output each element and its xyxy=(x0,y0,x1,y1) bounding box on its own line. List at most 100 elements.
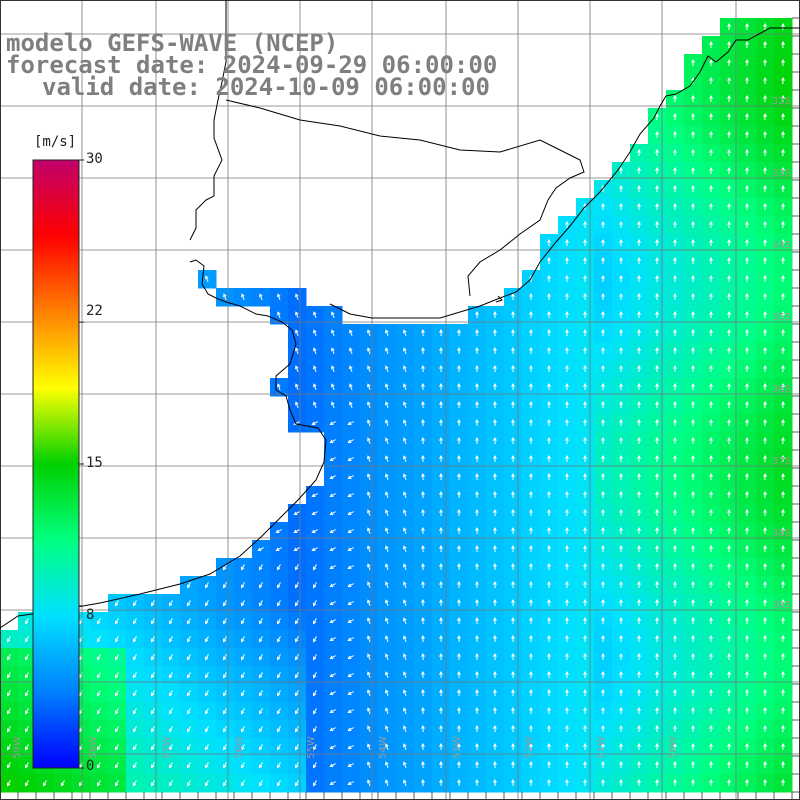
colorbar-tick-22: 22 xyxy=(86,303,103,319)
wind-arrow xyxy=(673,472,677,481)
wind-arrow xyxy=(709,292,713,301)
wind-arrow xyxy=(547,400,551,409)
wind-arrow xyxy=(403,617,407,624)
wind-arrow xyxy=(313,365,317,372)
wind-arrow xyxy=(637,454,641,463)
wind-arrow xyxy=(475,508,479,517)
wind-arrow xyxy=(277,582,281,589)
wind-arrow xyxy=(347,439,354,443)
wind-arrow xyxy=(493,418,497,427)
wind-arrow xyxy=(205,672,209,679)
wind-arrow xyxy=(709,130,713,139)
wind-arrow xyxy=(745,652,749,661)
wind-arrow xyxy=(547,328,551,337)
wind-arrow xyxy=(583,292,587,301)
wind-arrow xyxy=(313,311,317,318)
wind-arrow xyxy=(691,526,695,535)
wind-arrow xyxy=(691,598,695,607)
wind-arrow xyxy=(673,490,677,499)
wind-arrow xyxy=(187,672,191,679)
wind-arrow xyxy=(313,600,317,607)
wind-arrow xyxy=(547,508,551,517)
wind-arrow xyxy=(329,673,336,677)
wind-arrow xyxy=(691,382,695,391)
wind-arrow xyxy=(727,400,731,409)
wind-arrow xyxy=(601,346,605,355)
wind-arrow xyxy=(529,292,533,301)
wind-arrow xyxy=(601,238,605,247)
wind-arrow xyxy=(367,581,371,588)
wind-arrow xyxy=(745,490,749,499)
wind-arrow xyxy=(347,457,354,461)
wind-arrow xyxy=(709,526,713,535)
wind-arrow xyxy=(493,544,497,553)
wind-arrow xyxy=(277,383,281,390)
wind-arrow xyxy=(601,310,605,319)
wind-arrow xyxy=(583,598,587,607)
wind-arrow xyxy=(457,616,461,625)
wind-arrow xyxy=(547,454,551,463)
wind-arrow xyxy=(763,382,767,391)
wind-arrow xyxy=(673,526,677,535)
lat-label-32s: 32S xyxy=(772,96,792,107)
wind-arrow xyxy=(439,436,443,445)
colorbar-tick-0: 0 xyxy=(86,758,95,774)
wind-arrow xyxy=(745,580,749,589)
wind-arrow xyxy=(493,580,497,589)
wind-arrow xyxy=(619,184,623,193)
wind-arrow xyxy=(511,616,515,625)
wind-arrow xyxy=(727,598,731,607)
wind-arrow xyxy=(295,311,299,318)
wind-arrow xyxy=(709,616,713,625)
wind-arrow xyxy=(367,599,371,606)
wind-arrow xyxy=(655,130,659,139)
wind-arrow xyxy=(329,691,336,695)
wind-arrow xyxy=(439,382,443,391)
wind-arrow xyxy=(763,130,767,139)
wind-arrow xyxy=(421,436,425,445)
wind-arrow xyxy=(349,401,353,408)
wind-arrow xyxy=(241,672,245,679)
wind-arrow xyxy=(241,582,245,589)
wind-arrow xyxy=(493,670,497,679)
wind-arrow xyxy=(329,529,336,533)
wind-arrow xyxy=(421,472,425,481)
wind-arrow xyxy=(547,310,551,319)
wind-arrow xyxy=(259,690,263,697)
wind-arrow xyxy=(565,274,569,283)
wind-arrow xyxy=(727,616,731,625)
wind-arrow xyxy=(457,382,461,391)
wind-arrow xyxy=(403,689,407,696)
wind-arrow xyxy=(259,293,263,300)
wind-arrow xyxy=(745,130,749,139)
wind-arrow xyxy=(457,634,461,643)
wind-arrow xyxy=(781,598,785,607)
wind-arrow xyxy=(655,328,659,337)
wind-arrow xyxy=(169,600,173,607)
wind-arrow xyxy=(781,310,785,319)
wind-arrow xyxy=(241,293,245,300)
wind-arrow xyxy=(709,238,713,247)
wind-arrow xyxy=(781,40,785,49)
lon-label-52w: 52W xyxy=(523,736,535,759)
wind-arrow xyxy=(619,382,623,391)
wind-arrow xyxy=(295,347,299,354)
wind-arrow xyxy=(475,454,479,463)
wind-arrow xyxy=(691,292,695,301)
wind-arrow xyxy=(439,526,443,535)
wind-arrow xyxy=(529,652,533,661)
wind-arrow xyxy=(709,454,713,463)
wind-arrow xyxy=(277,600,281,607)
wind-arrow xyxy=(583,562,587,571)
wind-arrow xyxy=(529,526,533,535)
wind-arrow xyxy=(367,545,371,552)
wind-arrow xyxy=(637,670,641,679)
wind-arrow xyxy=(637,508,641,517)
lon-label-51w: 51W xyxy=(595,736,607,759)
wind-arrow xyxy=(673,670,677,679)
wind-arrow xyxy=(403,599,407,606)
wind-arrow xyxy=(511,490,515,499)
wind-arrow xyxy=(763,220,767,229)
wind-arrow xyxy=(565,490,569,499)
wind-arrow xyxy=(601,256,605,265)
